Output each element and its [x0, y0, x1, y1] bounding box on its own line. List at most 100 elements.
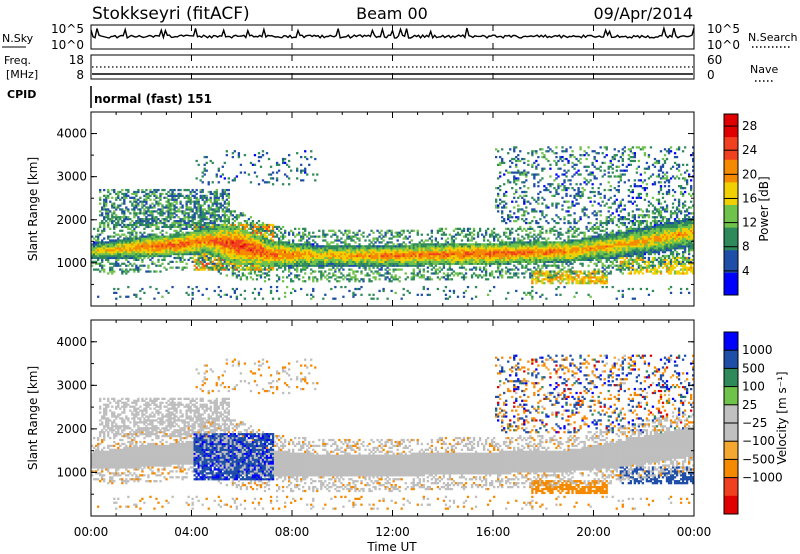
power-cell: [101, 231, 104, 234]
power-cell: [302, 169, 305, 172]
power-cell: [123, 243, 126, 246]
power-cell: [227, 254, 230, 258]
power-cell: [103, 200, 106, 203]
power-cell: [476, 262, 480, 265]
power-cell: [394, 262, 397, 265]
power-cell: [253, 264, 257, 267]
power-cell: [358, 280, 361, 283]
power-cell: [484, 260, 488, 263]
power-cell: [217, 167, 220, 170]
power-cell: [227, 245, 230, 248]
power-cell: [507, 247, 510, 250]
power-cell: [318, 256, 321, 260]
power-cell: [499, 254, 502, 258]
power-cell: [328, 245, 331, 248]
power-cell: [239, 227, 243, 230]
power-cell: [193, 247, 196, 250]
power-cell: [384, 231, 387, 234]
power-cell: [141, 200, 144, 203]
power-cell: [171, 194, 174, 198]
power-cell: [131, 192, 134, 196]
power-cell: [444, 241, 448, 244]
power-cell: [336, 235, 339, 238]
power-cell: [189, 192, 192, 196]
power-cell: [488, 251, 492, 254]
date-title: 09/Apr/2014: [593, 4, 693, 23]
power-cell: [103, 237, 106, 240]
power-cell: [245, 229, 249, 232]
power-cell: [478, 254, 482, 258]
power-cell: [482, 235, 486, 238]
power-cell: [267, 262, 271, 265]
power-cell: [480, 252, 484, 256]
power-cell: [484, 231, 488, 234]
power-cell: [478, 252, 482, 256]
power-cell: [131, 247, 134, 250]
power-cell: [495, 258, 498, 262]
power-cell: [501, 247, 504, 250]
power-cell: [157, 204, 160, 207]
power-cell: [249, 161, 253, 165]
power-cell: [171, 192, 174, 196]
cpid-label: CPID: [7, 88, 36, 101]
power-cell: [354, 247, 357, 250]
power-cell: [153, 233, 156, 236]
power-cell: [221, 262, 224, 265]
power-cell: [289, 260, 293, 263]
power-cell: [103, 221, 106, 225]
power-cell: [300, 252, 303, 256]
power-cell: [219, 219, 222, 223]
power-cell: [486, 249, 490, 252]
power-cell: [352, 249, 355, 252]
power-cell: [509, 243, 512, 246]
power-cell: [392, 249, 395, 252]
power-cell: [382, 287, 385, 291]
power-cell: [215, 198, 218, 201]
power-cell: [105, 194, 108, 198]
power-cell: [111, 239, 114, 242]
power-cell: [179, 237, 182, 240]
power-cell: [338, 258, 341, 262]
power-cell: [376, 251, 379, 254]
power-cell: [342, 268, 345, 271]
power-cell: [466, 239, 470, 242]
power-cell: [304, 280, 307, 283]
power-cell: [255, 241, 259, 244]
power-cell: [400, 254, 403, 258]
power-cell: [374, 247, 377, 250]
power-cell: [404, 249, 407, 252]
power-cell: [187, 237, 190, 240]
power-cell: [101, 251, 104, 254]
power-cell: [406, 264, 409, 267]
power-cell: [324, 264, 327, 267]
power-cell: [233, 291, 237, 295]
power-cell: [296, 264, 299, 267]
power-cell: [354, 293, 357, 296]
power-cell: [440, 258, 444, 262]
power-cell: [322, 274, 325, 277]
power-cell: [227, 200, 230, 203]
power-cell: [101, 256, 104, 260]
power-cell: [139, 256, 142, 260]
power-cell: [259, 258, 263, 262]
power-cell: [221, 208, 224, 211]
power-cell: [177, 239, 180, 242]
power-cell: [257, 249, 261, 252]
power-cell: [133, 249, 136, 252]
power-cell: [462, 260, 466, 263]
power-cell: [308, 278, 311, 281]
power-cell: [135, 212, 138, 215]
power-cell: [300, 179, 303, 182]
power-cell: [263, 233, 267, 236]
power-cell: [203, 194, 206, 198]
power-cell: [127, 216, 130, 219]
power-cell: [271, 256, 275, 260]
power-cell: [388, 249, 391, 252]
power-cell: [161, 208, 164, 211]
power-cell: [263, 252, 267, 256]
power-cell: [376, 266, 379, 269]
power-cell: [171, 221, 174, 225]
power-cell: [386, 276, 389, 279]
power-cell: [147, 210, 150, 213]
power-cell: [241, 235, 245, 238]
